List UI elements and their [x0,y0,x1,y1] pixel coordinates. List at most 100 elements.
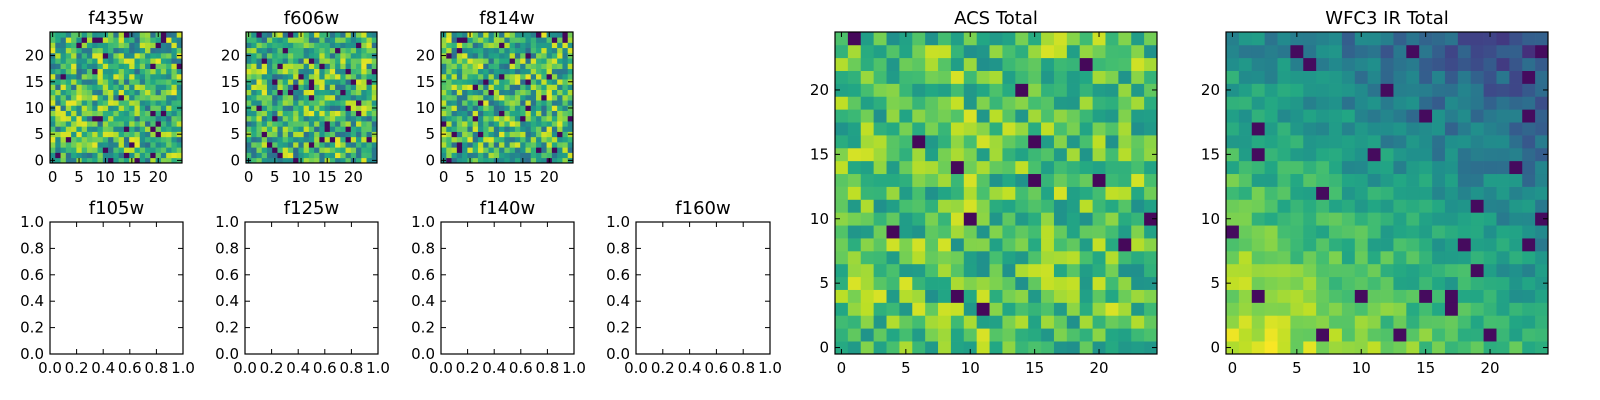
heatmap-cell [314,100,320,106]
heatmap-cell [86,100,93,106]
heatmap-cell [1028,70,1042,84]
heatmap-cell [546,136,553,143]
heatmap-cell [1354,135,1369,149]
x-tick-label: 0.4 [91,359,115,377]
heatmap-cell [1303,160,1317,175]
heatmap-cell [451,47,458,54]
heatmap-cell [477,121,484,127]
heatmap-cell [1028,199,1042,213]
heatmap-cell [1419,57,1433,71]
heatmap-cell [950,186,965,200]
heatmap-cell [456,79,463,85]
heatmap-cell [1131,135,1145,149]
heatmap-cell [989,212,1003,226]
heatmap-cell [514,73,521,80]
heatmap-cell [886,173,900,187]
heatmap-cell [472,142,479,148]
heatmap-cell [1457,289,1472,303]
heatmap-cell [504,68,510,75]
heatmap-cell [277,126,284,132]
heatmap-cell [1432,70,1446,84]
heatmap-cell [1226,250,1240,265]
heatmap-cell [477,115,484,122]
heatmap-cell [1496,83,1510,97]
heatmap-cell [356,136,362,143]
heatmap-cell [356,110,362,117]
heatmap-cell [456,52,463,59]
heatmap-cell [562,79,569,85]
heatmap-cell [912,147,926,162]
heatmap-cell [551,32,558,38]
heatmap-cell [1444,212,1459,226]
heatmap-cell [1406,96,1420,110]
heatmap-cell [108,73,114,80]
heatmap-cell [166,52,172,59]
heatmap-cell [441,147,447,153]
heatmap-cell [266,142,273,148]
heatmap-cell [166,37,172,43]
heatmap-cell [541,147,547,153]
y-tick-label: 1.0 [215,213,239,231]
heatmap-cell [483,94,489,101]
heatmap-cell [860,225,874,239]
heatmap-cell [1041,122,1055,136]
heatmap-cell [134,131,141,138]
heatmap-cell [272,110,278,117]
heatmap-cell [546,68,553,75]
heatmap-cell [567,58,574,64]
heatmap-cell [329,142,336,148]
heatmap-cell [1002,276,1016,290]
heatmap-cell [441,142,447,148]
heatmap-cell [1303,315,1317,329]
heatmap-cell [308,126,315,132]
heatmap-cell [472,32,479,38]
heatmap-cell [1264,212,1278,226]
heatmap-cell [1290,32,1304,46]
heatmap-cell [509,68,516,75]
heatmap-cell [963,70,978,84]
x-tick-label: 0 [439,168,449,186]
heatmap-cell [1432,302,1446,316]
heatmap-cell [462,136,468,143]
heatmap-cell [282,126,289,132]
x-tick-label: 20 [540,168,559,186]
heatmap-cell [123,131,130,138]
heatmap-cell [488,52,495,59]
y-tick-label: 15 [25,73,44,91]
heatmap-cell [277,58,284,64]
heatmap-cell [499,136,505,143]
heatmap-cell [1509,44,1523,59]
heatmap-cell [324,131,331,138]
heatmap-cell [1105,315,1119,329]
heatmap-cell [488,68,495,75]
heatmap-cell [456,47,463,54]
heatmap-cell [55,52,61,59]
heatmap-cell [1015,250,1029,265]
heatmap-cell [1457,225,1472,239]
heatmap-cell [1238,315,1253,329]
heatmap-cell [118,37,125,43]
heatmap-cell [1303,250,1317,265]
heatmap-cell [150,73,156,80]
heatmap-cell [345,42,352,49]
heatmap-cell [1277,328,1291,342]
heatmap-cell [324,58,331,64]
heatmap-cell [989,302,1003,316]
heatmap-cell [451,94,458,101]
heatmap-cell [1406,250,1420,265]
heatmap-cell [1341,57,1356,71]
heatmap-cell [1079,44,1093,59]
heatmap-cell [514,63,521,70]
heatmap-cell [335,136,341,143]
heatmap-cell [1053,173,1068,187]
heatmap-cell [536,79,542,85]
heatmap-cell [76,94,83,101]
heatmap-cell [287,47,294,54]
heatmap-cell [118,58,125,64]
heatmap-cell [477,105,484,111]
heatmap-cell [488,110,495,117]
heatmap-cell [462,100,468,106]
heatmap-cell [1470,302,1484,316]
heatmap-cell [1483,263,1497,278]
heatmap-cell [504,152,510,159]
